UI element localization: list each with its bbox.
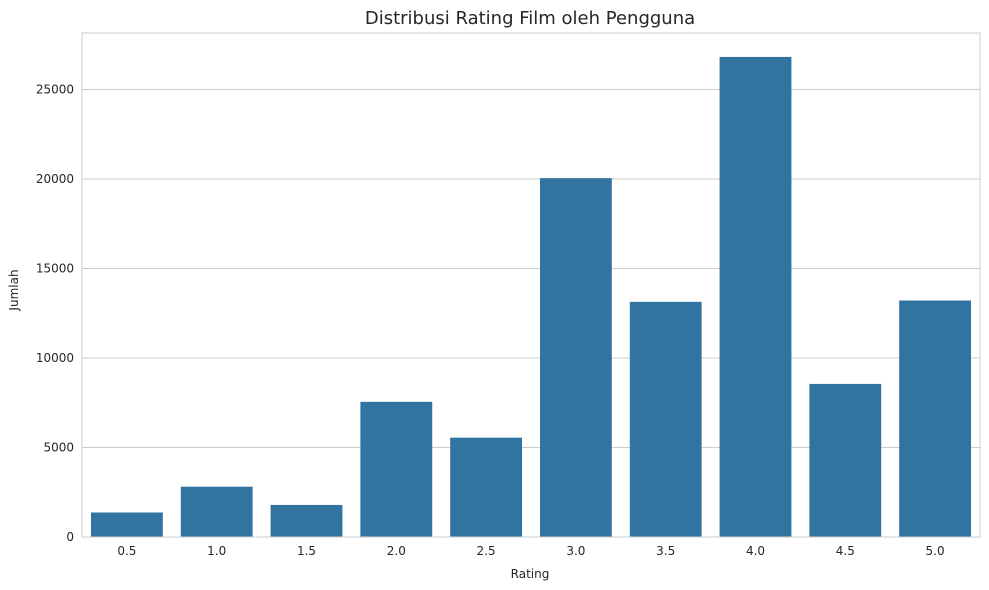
y-tick-label: 10000	[36, 351, 74, 365]
x-tick-label: 3.0	[566, 544, 585, 558]
bar-1.0	[180, 486, 253, 537]
y-tick-labels: 0 5000 10000 15000 20000 25000	[36, 82, 74, 544]
y-tick-label: 5000	[43, 440, 74, 454]
bar-2.5	[450, 437, 523, 537]
bar-4.0	[719, 56, 792, 538]
y-tick-label: 20000	[36, 172, 74, 186]
y-tick-label: 25000	[36, 82, 74, 96]
x-tick-label: 5.0	[926, 544, 945, 558]
x-tick-label: 2.5	[477, 544, 496, 558]
bar-5.0	[899, 300, 972, 537]
bar-3.0	[539, 178, 612, 537]
bars	[90, 56, 972, 538]
y-axis-label: Jumlah	[7, 269, 21, 311]
y-tick-label: 0	[66, 530, 74, 544]
bar-3.5	[629, 301, 702, 537]
chart-title: Distribusi Rating Film oleh Pengguna	[365, 8, 695, 29]
x-tick-label: 4.0	[746, 544, 765, 558]
bar-0.5	[90, 512, 163, 537]
x-tick-label: 4.5	[836, 544, 855, 558]
x-tick-labels: 0.5 1.0 1.5 2.0 2.5 3.0 3.5 4.0 4.5 5.0	[117, 544, 944, 558]
x-tick-label: 3.5	[656, 544, 675, 558]
x-tick-label: 0.5	[117, 544, 136, 558]
bar-1.5	[270, 504, 343, 537]
x-axis-label: Rating	[511, 567, 550, 581]
x-tick-label: 1.0	[207, 544, 226, 558]
bar-2.0	[360, 401, 433, 537]
x-tick-label: 2.0	[387, 544, 406, 558]
y-tick-label: 15000	[36, 261, 74, 275]
bar-4.5	[809, 383, 882, 537]
plot-frame	[81, 32, 981, 538]
x-tick-label: 1.5	[297, 544, 316, 558]
